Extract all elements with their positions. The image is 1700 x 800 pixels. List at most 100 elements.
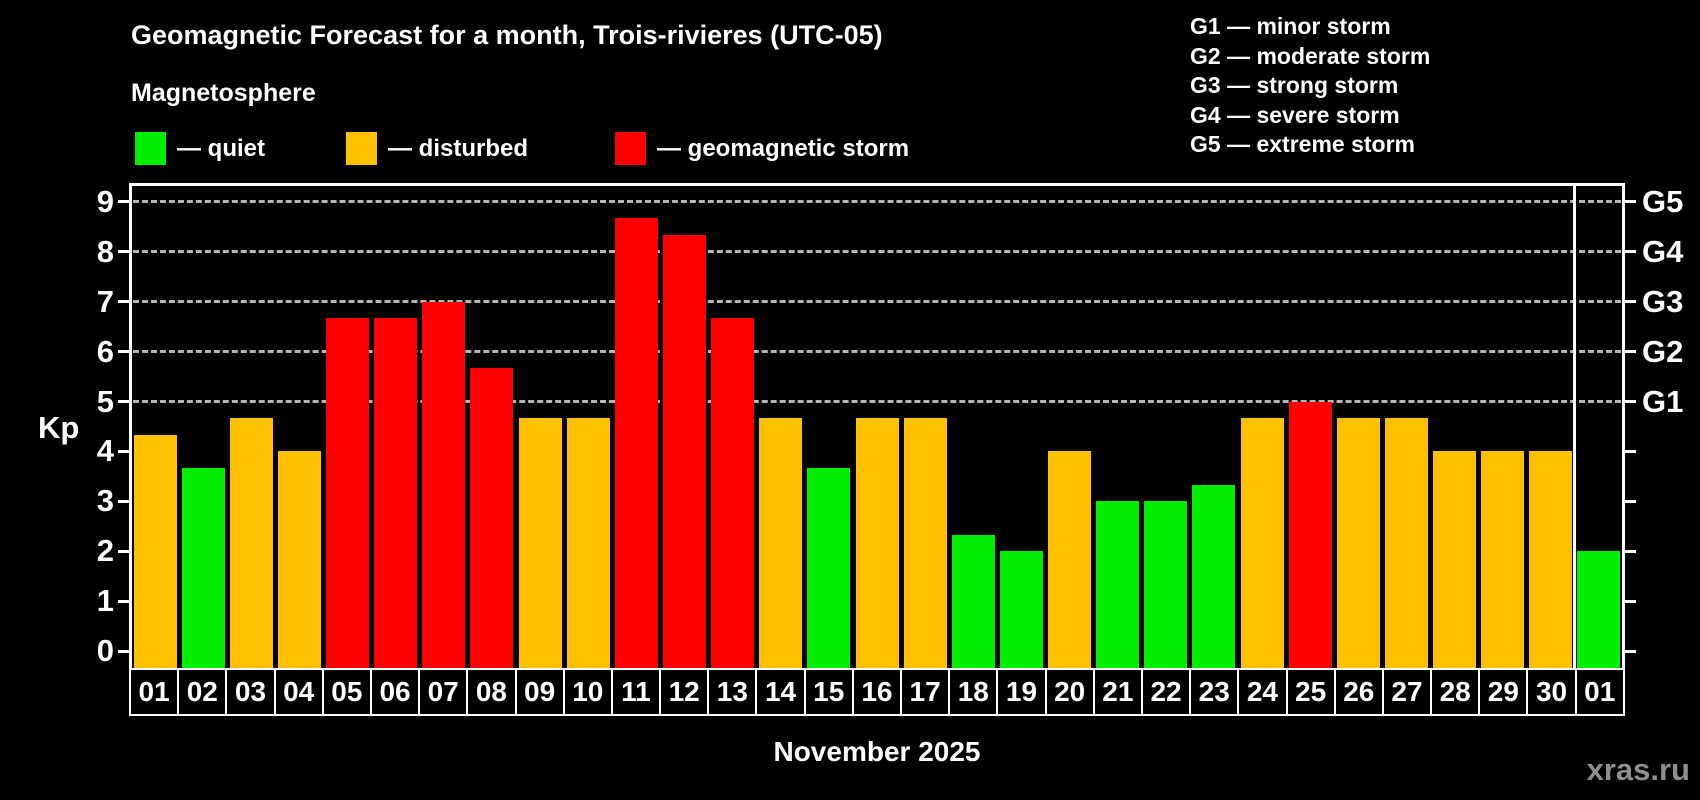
g-level-label-g4: G4	[1642, 233, 1684, 269]
day-label: 03	[225, 670, 274, 714]
right-tick-9	[1623, 200, 1636, 204]
day-label: 10	[562, 670, 611, 714]
disturbed-color-swatch	[346, 132, 377, 165]
gridline-kp5	[133, 400, 1621, 403]
kp-bar-day-08	[470, 368, 514, 668]
storm-label: — geomagnetic storm	[657, 134, 910, 162]
day-label: 24	[1237, 670, 1286, 714]
right-tick-8	[1623, 250, 1636, 254]
g3-legend-line: G3 — strong storm	[1190, 72, 1399, 98]
g2-legend-line: G2 — moderate storm	[1190, 42, 1431, 69]
gridline-kp9	[133, 200, 1621, 204]
day-label: 06	[369, 670, 419, 714]
disturbed-label: — disturbed	[388, 134, 529, 162]
kp-bar-day-12	[662, 235, 706, 668]
kp-bar-day-01-next-month	[1577, 551, 1621, 668]
right-tick-7	[1623, 300, 1636, 304]
legend-item-storm: — geomagnetic storm	[615, 132, 909, 165]
day-label: 14	[755, 670, 804, 714]
day-label: 15	[803, 670, 852, 714]
day-label: 09	[514, 670, 563, 714]
kp-bar-day-17	[903, 417, 947, 668]
y-tick-label-5: 5	[96, 383, 114, 419]
y-tick-label-9: 9	[96, 183, 114, 219]
chart-title: Geomagnetic Forecast for a month, Trois-…	[131, 20, 883, 50]
magnetosphere-label: Magnetosphere	[131, 79, 316, 107]
day-label: 23	[1189, 670, 1238, 714]
day-label: 20	[1044, 670, 1093, 714]
day-label: 11	[610, 670, 660, 714]
kp-bar-day-22	[1144, 501, 1188, 668]
storm-color-swatch	[615, 132, 646, 165]
day-label: 26	[1333, 670, 1382, 714]
day-label: 30	[1526, 670, 1575, 714]
month-separator-line	[1573, 183, 1576, 668]
y-tick-label-3: 3	[96, 483, 114, 519]
right-tick-3	[1623, 499, 1636, 503]
kp-bar-day-16	[855, 417, 899, 668]
quiet-color-swatch	[135, 132, 166, 165]
kp-bar-day-24	[1240, 417, 1284, 668]
kp-bar-day-28	[1433, 451, 1477, 668]
kp-bar-day-01	[133, 434, 177, 668]
legend-item-quiet: — quiet	[135, 132, 265, 165]
day-label: 08	[466, 670, 515, 714]
y-tick-label-6: 6	[96, 333, 114, 369]
day-label: 21	[1092, 670, 1141, 714]
day-label: 01	[1574, 670, 1623, 714]
kp-bar-day-29	[1481, 451, 1525, 668]
g1-legend-line: G1 — minor storm	[1190, 13, 1391, 39]
right-tick-6	[1623, 350, 1636, 354]
y-tick-4	[118, 449, 131, 453]
watermark: xras.ru	[1586, 752, 1690, 787]
kp-bar-day-18	[951, 534, 995, 668]
y-tick-9	[118, 200, 131, 204]
quiet-label: — quiet	[177, 134, 265, 162]
kp-bar-day-26	[1336, 417, 1380, 668]
g4-legend-line: G4 — severe storm	[1190, 101, 1400, 128]
kp-bar-day-14	[759, 417, 803, 668]
y-tick-3	[118, 499, 131, 503]
kp-bar-day-30	[1529, 451, 1573, 668]
gridline-kp7	[133, 300, 1621, 304]
kp-bar-day-21	[1096, 501, 1140, 668]
day-label: 29	[1478, 670, 1527, 714]
kp-bar-day-10	[566, 417, 610, 668]
y-tick-label-8: 8	[96, 233, 114, 269]
g-level-label-g1: G1	[1642, 383, 1684, 419]
y-tick-0	[118, 649, 131, 653]
y-axis-line	[129, 183, 132, 668]
g5-legend-line: G5 — extreme storm	[1190, 131, 1415, 157]
g-level-label-g5: G5	[1642, 183, 1684, 219]
day-label: 13	[707, 670, 756, 714]
kp-bar-day-04	[277, 451, 321, 668]
gridline-kp6	[133, 350, 1621, 354]
kp-bar-day-07	[422, 301, 466, 668]
day-label: 25	[1285, 670, 1334, 714]
day-label: 27	[1381, 670, 1431, 714]
right-tick-1	[1623, 599, 1636, 603]
day-label: 07	[418, 670, 467, 714]
kp-bar-day-25	[1288, 401, 1332, 668]
kp-bar-day-27	[1384, 417, 1428, 668]
day-label: 19	[996, 670, 1045, 714]
day-label: 22	[1140, 670, 1190, 714]
y-tick-8	[118, 250, 131, 254]
right-tick-2	[1623, 549, 1636, 553]
y-axis-title: Kp	[38, 410, 80, 445]
y-tick-6	[118, 350, 131, 354]
kp-bar-day-09	[518, 417, 562, 668]
legend-item-disturbed: — disturbed	[346, 132, 528, 165]
y-tick-7	[118, 300, 131, 304]
day-label: 12	[659, 670, 708, 714]
kp-bar-day-19	[999, 551, 1043, 668]
kp-bar-day-13	[711, 318, 755, 668]
y-tick-label-4: 4	[96, 433, 114, 469]
gridline-kp8	[133, 250, 1621, 254]
kp-bar-day-23	[1192, 484, 1236, 668]
day-label: 28	[1430, 670, 1479, 714]
kp-bar-day-20	[1048, 451, 1092, 668]
day-label: 18	[948, 670, 997, 714]
kp-bar-day-02	[181, 467, 225, 668]
day-label: 17	[900, 670, 949, 714]
